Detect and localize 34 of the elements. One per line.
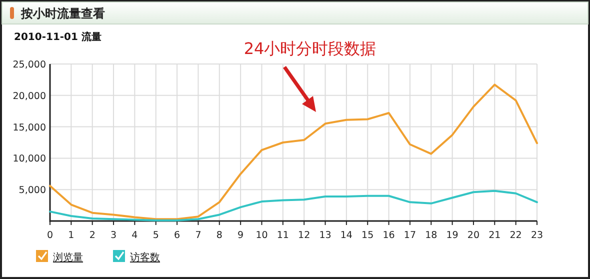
x-tick-label: 18	[425, 230, 438, 241]
chart-title: 按小时流量查看	[20, 6, 105, 20]
y-tick-label: 15,000	[12, 122, 46, 134]
x-tick-label: 9	[238, 230, 244, 241]
x-tick-label: 20	[467, 230, 480, 241]
x-tick-label: 15	[362, 230, 374, 241]
x-tick-label: 8	[216, 230, 222, 241]
x-tick-label: 12	[298, 230, 310, 241]
text: 24小时分时段数据	[244, 39, 376, 58]
x-tick-label: 1	[68, 230, 74, 241]
y-tick-label: 20,000	[12, 90, 46, 102]
x-tick-label: 2	[89, 230, 96, 241]
x-tick-label: 0	[46, 230, 54, 241]
x-tick-label: 14	[340, 230, 352, 241]
x-tick-label: 5	[152, 230, 159, 241]
x-tick-label: 4	[132, 230, 138, 241]
x-tick-label: 13	[319, 230, 332, 241]
x-tick-label: 7	[195, 230, 202, 241]
x-tick-label: 19	[446, 230, 458, 241]
legend-label: 浏览量	[53, 252, 83, 264]
y-tick-label: 10,000	[12, 154, 46, 165]
x-tick-label: 3	[110, 230, 117, 241]
x-tick-label: 10	[256, 230, 268, 241]
x-tick-label: 17	[404, 230, 416, 241]
y-tick-label: 25,000	[12, 60, 46, 70]
x-tick-label: 11	[276, 230, 289, 241]
x-tick-label: 16	[382, 230, 395, 241]
x-tick-label: 21	[488, 230, 501, 241]
x-tick-label: 23	[530, 230, 544, 241]
y-tick-label: 5,000	[18, 185, 46, 196]
chart-subtitle: 2010-11-01 流量	[14, 31, 102, 43]
x-tick-label: 6	[174, 230, 180, 241]
x-tick-label: 22	[510, 230, 522, 241]
legend-label: 访客数	[130, 252, 160, 264]
